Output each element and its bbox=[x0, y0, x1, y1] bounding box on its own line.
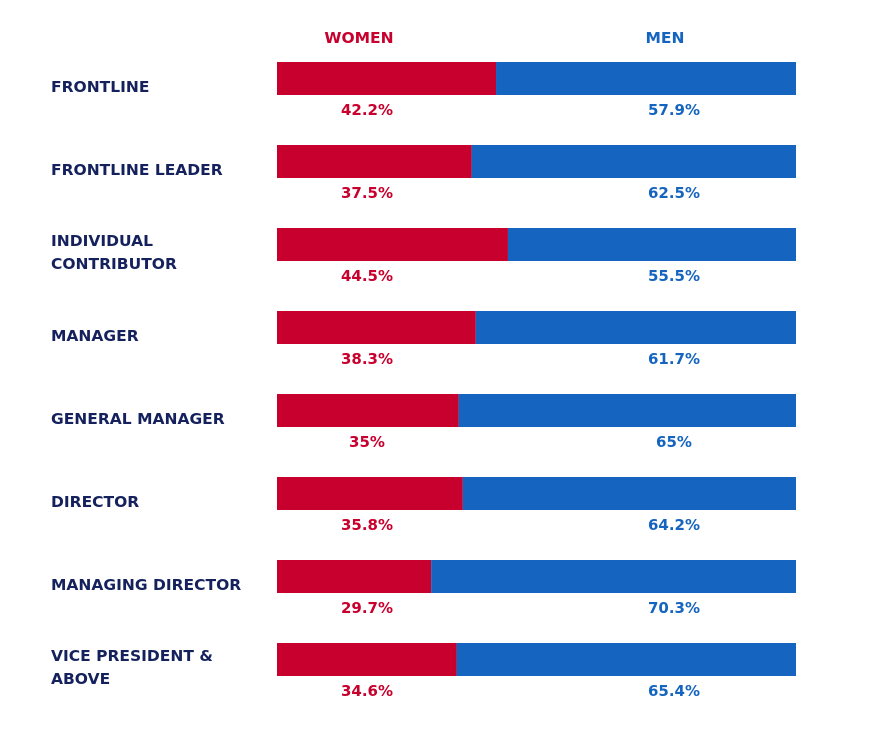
category-label-line: CONTRIBUTOR bbox=[51, 255, 177, 273]
category-label-line: ABOVE bbox=[51, 670, 110, 688]
value-label-women: 34.6% bbox=[341, 682, 393, 700]
category-label: DIRECTOR bbox=[51, 493, 139, 511]
value-label-women: 37.5% bbox=[341, 184, 393, 202]
category-label-line: INDIVIDUAL bbox=[51, 232, 153, 250]
bar-women bbox=[277, 62, 497, 95]
category-label: MANAGER bbox=[51, 327, 139, 345]
bar-women bbox=[277, 560, 432, 593]
bar-men bbox=[496, 62, 796, 95]
value-label-men: 61.7% bbox=[648, 350, 700, 368]
bar-women bbox=[277, 394, 459, 427]
bar-men bbox=[462, 477, 796, 510]
legend-women-header: WOMEN bbox=[324, 29, 393, 47]
value-label-women: 29.7% bbox=[341, 599, 393, 617]
category-label: GENERAL MANAGER bbox=[51, 410, 225, 428]
value-label-women: 44.5% bbox=[341, 267, 393, 285]
bar-men bbox=[458, 394, 796, 427]
value-label-men: 55.5% bbox=[648, 267, 700, 285]
value-label-men: 64.2% bbox=[648, 516, 700, 534]
category-label: MANAGING DIRECTOR bbox=[51, 576, 241, 594]
category-label-line: MANAGING DIRECTOR bbox=[51, 576, 241, 594]
value-label-men: 70.3% bbox=[648, 599, 700, 617]
bar-men bbox=[456, 643, 796, 676]
category-label: FRONTLINE LEADER bbox=[51, 161, 223, 179]
bar-women bbox=[277, 311, 476, 344]
value-label-women: 35.8% bbox=[341, 516, 393, 534]
value-label-men: 65% bbox=[656, 433, 692, 451]
bar-men bbox=[507, 228, 796, 261]
value-label-men: 62.5% bbox=[648, 184, 700, 202]
bar-women bbox=[277, 145, 472, 178]
category-label-line: GENERAL MANAGER bbox=[51, 410, 225, 428]
category-label-line: FRONTLINE LEADER bbox=[51, 161, 223, 179]
bar-men bbox=[471, 145, 796, 178]
category-label-line: MANAGER bbox=[51, 327, 139, 345]
bar-men bbox=[431, 560, 796, 593]
bar-women bbox=[277, 643, 457, 676]
category-label-line: DIRECTOR bbox=[51, 493, 139, 511]
legend-men-header: MEN bbox=[646, 29, 685, 47]
value-label-men: 65.4% bbox=[648, 682, 700, 700]
category-label: INDIVIDUAL CONTRIBUTOR bbox=[51, 232, 177, 273]
bar-women bbox=[277, 228, 508, 261]
category-label: FRONTLINE bbox=[51, 78, 149, 96]
chart-rows: FRONTLINE 42.2% 57.9% FRONTLINE LEADER 37.5%… bbox=[51, 62, 796, 700]
bar-men bbox=[475, 311, 796, 344]
value-label-women: 35% bbox=[349, 433, 385, 451]
value-label-women: 38.3% bbox=[341, 350, 393, 368]
category-label: VICE PRESIDENT & ABOVE bbox=[51, 647, 213, 688]
bar-women bbox=[277, 477, 463, 510]
value-label-women: 42.2% bbox=[341, 101, 393, 119]
value-label-men: 57.9% bbox=[648, 101, 700, 119]
category-label-line: VICE PRESIDENT & bbox=[51, 647, 213, 665]
category-label-line: FRONTLINE bbox=[51, 78, 149, 96]
